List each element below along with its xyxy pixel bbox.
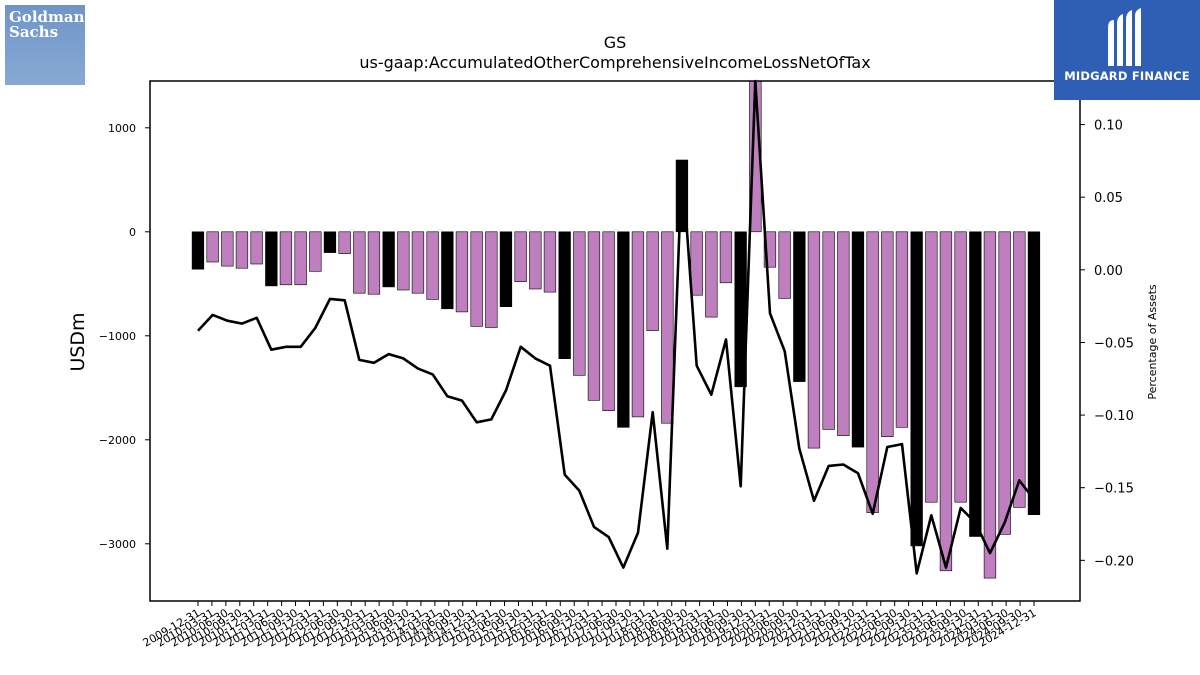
bar [661, 231, 674, 424]
goldman-sachs-logo: Goldman Sachs [5, 5, 85, 85]
y2-tick-label: −0.10 [1094, 409, 1134, 424]
bar [543, 231, 557, 293]
y-axis-label: USDm [67, 312, 89, 371]
bar [382, 231, 395, 288]
bar [485, 231, 498, 328]
bar [925, 231, 938, 503]
logo-line-1: Goldman [9, 8, 85, 26]
y-tick-label: −1000 [99, 330, 136, 343]
bars [191, 80, 1041, 579]
bar [323, 231, 337, 253]
percentage-line [197, 79, 1036, 575]
midgard-finance-name: MIDGARD FINANCE [1064, 69, 1190, 83]
bar [529, 231, 542, 290]
bar [455, 231, 469, 313]
bar [441, 231, 454, 310]
x-axis-ticks: 2009-12-312010-03-312010-06-302010-09-30… [141, 601, 1039, 650]
bar [309, 231, 322, 272]
left-axis-ticks: −3000 −2000 −1000 0 1000 [99, 122, 150, 551]
y2-tick-label: −0.05 [1094, 336, 1134, 351]
bar [397, 231, 410, 291]
bar [763, 231, 777, 268]
line-series [197, 79, 1036, 575]
right-axis-ticks: −0.20 −0.15 −0.10 −0.05 0.00 0.05 0.10 [1080, 119, 1134, 569]
bar [602, 231, 615, 411]
bar [807, 231, 821, 449]
bar [499, 231, 513, 308]
bar [426, 231, 439, 300]
midgard-finance-logo: MIDGARD FINANCE [1054, 0, 1200, 100]
chart-title: GS [604, 33, 627, 52]
bar [998, 231, 1011, 535]
y2-axis-label: Percentage of Assets [1146, 284, 1159, 400]
bar [587, 231, 601, 401]
bar [206, 231, 219, 263]
y2-tick-label: −0.20 [1094, 554, 1134, 569]
chart-subtitle: us-gaap:AccumulatedOtherComprehensiveInc… [359, 53, 870, 72]
y2-tick-label: −0.15 [1094, 482, 1134, 497]
y-tick-label: 1000 [108, 122, 136, 135]
bar [910, 231, 923, 547]
logo-line-2: Sachs [9, 23, 59, 41]
bar [1013, 231, 1026, 508]
bar [470, 231, 483, 327]
bar [558, 231, 571, 360]
bar [235, 231, 249, 269]
bar [778, 231, 791, 299]
bar [837, 231, 850, 436]
bar [881, 231, 894, 437]
bar [1027, 231, 1041, 515]
bar [411, 231, 425, 294]
bar [646, 231, 659, 331]
bar [279, 231, 293, 286]
bar [793, 231, 806, 382]
bar [514, 231, 527, 283]
bar [719, 231, 733, 284]
bar [294, 231, 307, 286]
bar [631, 231, 645, 418]
bar [822, 231, 835, 430]
bar [969, 231, 982, 537]
y-tick-label: −2000 [99, 434, 136, 447]
bar [250, 231, 263, 265]
bar [983, 231, 997, 579]
y2-tick-label: 0.10 [1094, 119, 1123, 134]
bar [573, 231, 586, 376]
bar [866, 231, 879, 513]
y2-tick-label: 0.05 [1094, 191, 1123, 206]
midgard-mark-icon [1108, 8, 1141, 66]
bar [690, 231, 703, 296]
plot-frame [149, 80, 1081, 602]
bar [705, 231, 718, 318]
bar [191, 231, 205, 270]
bar [221, 231, 234, 267]
bar [338, 231, 351, 254]
bar [265, 231, 278, 287]
y2-tick-label: 0.00 [1094, 264, 1123, 279]
bar [895, 231, 909, 428]
bar [939, 231, 953, 572]
y-tick-label: −3000 [99, 538, 136, 551]
bar [367, 231, 381, 295]
bar [851, 231, 865, 448]
y-tick-label: 0 [129, 226, 136, 239]
bar [353, 231, 366, 294]
bar [617, 231, 630, 428]
bar [954, 231, 967, 503]
